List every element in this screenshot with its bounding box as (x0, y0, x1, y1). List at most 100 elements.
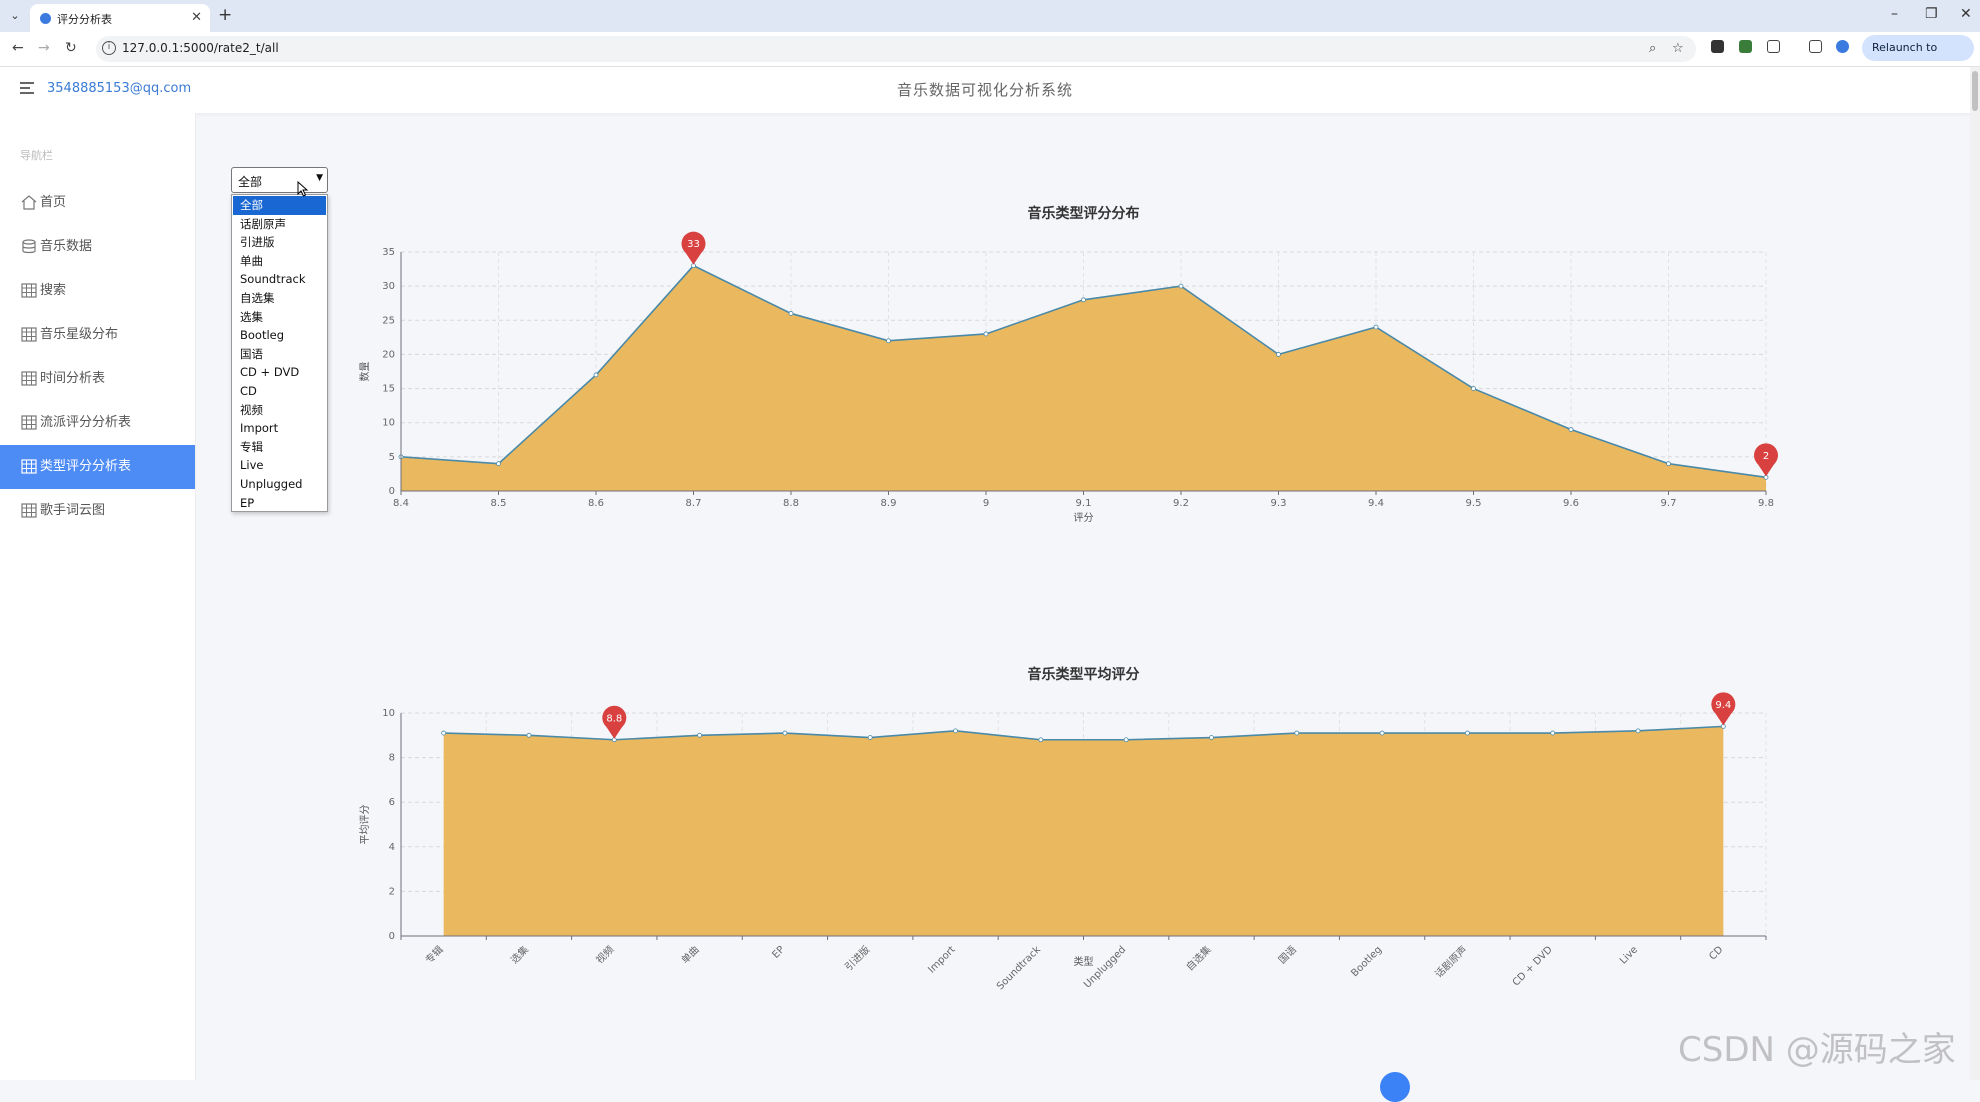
browser-tab-bar: ⌄ 评分分析表 ✕ + – ❐ ✕ (0, 0, 1980, 32)
side-panel-icon[interactable] (1809, 40, 1822, 53)
marker-pin-label: 8.8 (606, 713, 622, 724)
window-close-button[interactable]: ✕ (1960, 6, 1972, 22)
sidebar-item-time-analysis[interactable]: 时间分析表 (0, 357, 195, 401)
series-area (443, 726, 1724, 936)
x-tick-label: EP (771, 944, 788, 961)
floating-action-button[interactable] (1380, 1072, 1410, 1102)
dropdown-option[interactable]: Import (240, 421, 279, 436)
data-point (1666, 461, 1671, 467)
x-tick-label: 9.7 (1661, 498, 1677, 509)
x-tick-label: Bootleg (1349, 944, 1384, 979)
scrollbar-thumb[interactable] (1972, 71, 1978, 111)
menu-toggle-icon[interactable] (20, 82, 34, 97)
data-point (983, 331, 989, 337)
dropdown-option[interactable]: Live (240, 458, 264, 473)
sidebar: 导航栏 首页 音乐数据 搜索 音乐星级分布 时间分析表 流派评分分析表 类型评分… (0, 113, 196, 1080)
data-point (782, 730, 788, 736)
user-email[interactable]: 3548885153@qq.com (47, 81, 192, 96)
data-point (867, 735, 873, 740)
minimize-button[interactable]: – (1891, 6, 1898, 22)
extension-download-icon[interactable] (1739, 40, 1752, 53)
sidebar-item-star-distribution[interactable]: 音乐星级分布 (0, 313, 195, 357)
x-tick-label: 视频 (593, 943, 616, 966)
dropdown-option[interactable]: 全部 (233, 196, 326, 215)
dropdown-option[interactable]: 自选集 (240, 291, 275, 305)
table-icon (21, 283, 37, 298)
series-line (443, 725, 1724, 741)
y-tick-label: 0 (389, 486, 395, 497)
extension-icon[interactable] (1711, 40, 1724, 53)
dropdown-option[interactable]: Unplugged (240, 477, 303, 491)
dropdown-option[interactable]: 单曲 (240, 253, 263, 268)
back-arrow-icon[interactable]: ← (12, 40, 24, 56)
forward-arrow-icon[interactable]: → (38, 40, 50, 56)
x-tick-label: 9.4 (1368, 498, 1384, 509)
tab-list-chevron-icon[interactable]: ⌄ (10, 9, 20, 22)
sidebar-item-label: 首页 (40, 195, 67, 210)
dropdown-option[interactable]: Bootleg (240, 328, 285, 343)
restore-button[interactable]: ❐ (1925, 6, 1938, 22)
dropdown-option[interactable]: 视频 (240, 402, 263, 417)
sidebar-item-label: 类型评分分析表 (40, 459, 132, 474)
new-tab-button[interactable]: + (218, 5, 233, 25)
sidebar-item-label: 搜索 (40, 283, 67, 298)
tab-title: 评分分析表 (57, 13, 112, 26)
data-point (1209, 735, 1214, 740)
data-point (526, 732, 532, 738)
data-point (1081, 297, 1086, 303)
x-tick-label: 9 (983, 498, 989, 509)
reload-icon[interactable]: ↻ (65, 40, 77, 56)
dropdown-option[interactable]: 引进版 (240, 235, 275, 250)
tab-close-icon[interactable]: ✕ (191, 10, 202, 25)
data-point (1550, 730, 1556, 736)
browser-tab[interactable]: 评分分析表 ✕ (30, 4, 210, 32)
table-icon (21, 503, 37, 518)
sidebar-item-genre-rating[interactable]: 流派评分分析表 (0, 401, 195, 445)
sidebar-item-artist-wordcloud[interactable]: 歌手词云图 (0, 489, 195, 533)
page-scrollbar[interactable] (1970, 67, 1980, 1080)
data-point (1635, 728, 1641, 734)
x-tick-label: 引进版 (842, 943, 872, 973)
chevron-down-icon: ▼ (316, 173, 323, 183)
extensions-puzzle-icon[interactable] (1767, 40, 1780, 53)
home-icon (21, 195, 37, 210)
data-point (788, 311, 794, 316)
dropdown-option[interactable]: 选集 (240, 309, 263, 324)
y-axis-label: 平均评分 (359, 805, 371, 845)
x-tick-label: 8.6 (588, 498, 604, 509)
data-point (593, 372, 599, 378)
marker-pin-label: 33 (687, 239, 700, 250)
chart-title: 音乐类型评分分布 (1028, 205, 1140, 222)
x-tick-label: 自选集 (1183, 943, 1213, 973)
bookmark-star-icon[interactable]: ☆ (1672, 41, 1684, 56)
sidebar-item-home[interactable]: 首页 (0, 181, 195, 225)
dropdown-option[interactable]: 话剧原声 (240, 216, 286, 231)
table-icon (21, 459, 37, 474)
profile-avatar-icon[interactable] (1836, 40, 1849, 53)
type-select[interactable]: 全部 ▼ (231, 167, 328, 193)
series-area (401, 265, 1766, 491)
address-bar[interactable]: i 127.0.0.1:5000/rate2_t/all ⌕ ☆ (96, 36, 1696, 62)
address-url[interactable]: 127.0.0.1:5000/rate2_t/all (122, 41, 279, 55)
dropdown-option[interactable]: 专辑 (240, 439, 263, 454)
site-info-icon[interactable]: i (102, 41, 116, 55)
sidebar-item-music-data[interactable]: 音乐数据 (0, 225, 195, 269)
sidebar-item-search[interactable]: 搜索 (0, 269, 195, 313)
data-point (697, 732, 702, 738)
sidebar-item-type-rating[interactable]: 类型评分分析表 (0, 445, 195, 489)
data-point (1294, 730, 1300, 736)
dropdown-option[interactable]: 国语 (240, 346, 263, 361)
data-point (1471, 386, 1476, 391)
dropdown-option[interactable]: CD + DVD (240, 365, 300, 380)
zoom-icon[interactable]: ⌕ (1649, 41, 1657, 56)
y-tick-label: 0 (389, 931, 395, 942)
data-point (1465, 730, 1470, 736)
data-point (496, 461, 501, 467)
sidebar-item-label: 音乐数据 (40, 239, 93, 254)
x-tick-label: 国语 (1276, 944, 1299, 967)
x-tick-label: CD (1707, 944, 1725, 962)
dropdown-option[interactable]: CD (240, 384, 257, 398)
dropdown-option[interactable]: Soundtrack (240, 272, 306, 287)
table-icon (21, 415, 37, 430)
dropdown-option[interactable]: EP (240, 495, 255, 510)
